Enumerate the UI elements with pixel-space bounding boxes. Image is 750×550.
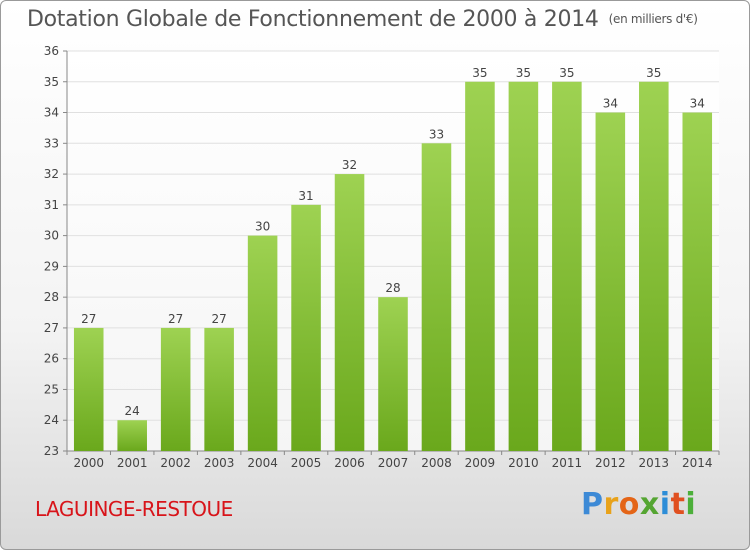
data-label: 27 <box>81 312 96 326</box>
x-tick-label: 2009 <box>465 456 496 470</box>
logo-letter: i <box>685 487 697 522</box>
x-tick-label: 2005 <box>291 456 322 470</box>
data-label: 34 <box>603 97 618 111</box>
bar <box>73 327 104 451</box>
x-tick-label: 2013 <box>639 456 670 470</box>
bar <box>117 420 147 451</box>
data-label: 34 <box>690 97 705 111</box>
data-label: 30 <box>255 220 270 234</box>
data-label: 31 <box>298 189 313 203</box>
x-tick-label: 2001 <box>117 456 148 470</box>
logo-letter: t <box>670 487 686 522</box>
data-label: 27 <box>211 312 226 326</box>
y-tick-label: 28 <box>44 290 59 304</box>
y-tick-label: 26 <box>44 352 59 366</box>
y-tick-label: 29 <box>44 259 59 273</box>
y-tick-label: 33 <box>44 136 59 150</box>
x-tick-label: 2010 <box>508 456 539 470</box>
commune-name: LAGUINGE-RESTOUE <box>35 497 233 521</box>
y-tick-label: 36 <box>44 44 59 58</box>
data-label: 27 <box>168 312 183 326</box>
bar <box>247 235 278 451</box>
chart-unit: (en milliers d'€) <box>608 12 698 26</box>
data-label: 32 <box>342 158 357 172</box>
bar <box>160 327 191 451</box>
bar <box>682 112 713 452</box>
y-tick-label: 35 <box>44 75 59 89</box>
bar <box>508 81 539 452</box>
data-label: 35 <box>516 66 531 80</box>
data-label: 24 <box>125 404 140 418</box>
data-label: 33 <box>429 127 444 141</box>
x-tick-label: 2008 <box>421 456 452 470</box>
logo-letter: r <box>603 487 619 522</box>
x-tick-label: 2002 <box>160 456 191 470</box>
x-tick-label: 2004 <box>247 456 278 470</box>
bar <box>421 143 452 452</box>
data-label: 35 <box>472 66 487 80</box>
y-tick-label: 24 <box>44 413 59 427</box>
x-tick-label: 2007 <box>378 456 409 470</box>
data-label: 28 <box>385 281 400 295</box>
bar <box>291 204 321 451</box>
x-tick-label: 2006 <box>334 456 365 470</box>
y-tick-label: 25 <box>44 382 59 396</box>
logo-letter: o <box>618 487 640 522</box>
y-tick-label: 31 <box>44 198 59 212</box>
logo-letter: i <box>659 487 671 522</box>
x-tick-label: 2003 <box>204 456 235 470</box>
proxiti-logo: Proxiti <box>581 487 696 522</box>
y-tick-label: 34 <box>44 106 59 120</box>
chart-title: Dotation Globale de Fonctionnement de 20… <box>27 7 698 32</box>
bar <box>378 297 408 451</box>
data-label: 35 <box>646 66 661 80</box>
y-tick-label: 27 <box>44 321 59 335</box>
x-tick-label: 2000 <box>73 456 104 470</box>
bar <box>639 81 669 452</box>
bar <box>204 327 234 451</box>
data-labels: 27 24 27 27 30 31 32 28 33 35 35 35 34 35 34 <box>81 66 705 418</box>
x-tick-label: 2014 <box>682 456 713 470</box>
y-tick-label: 30 <box>44 229 59 243</box>
bar <box>595 112 626 452</box>
x-tick-label: 2011 <box>552 456 583 470</box>
bars <box>73 81 713 452</box>
chart-title-text: Dotation Globale de Fonctionnement de 20… <box>27 7 599 32</box>
data-label: 35 <box>559 66 574 80</box>
y-tick-label: 23 <box>44 444 59 458</box>
x-tick-label: 2012 <box>595 456 626 470</box>
y-tick-label: 32 <box>44 167 59 181</box>
bar <box>334 174 365 452</box>
bar <box>552 81 582 452</box>
logo-letter: x <box>639 487 660 522</box>
bar <box>465 81 495 452</box>
logo-letter: P <box>581 487 604 522</box>
